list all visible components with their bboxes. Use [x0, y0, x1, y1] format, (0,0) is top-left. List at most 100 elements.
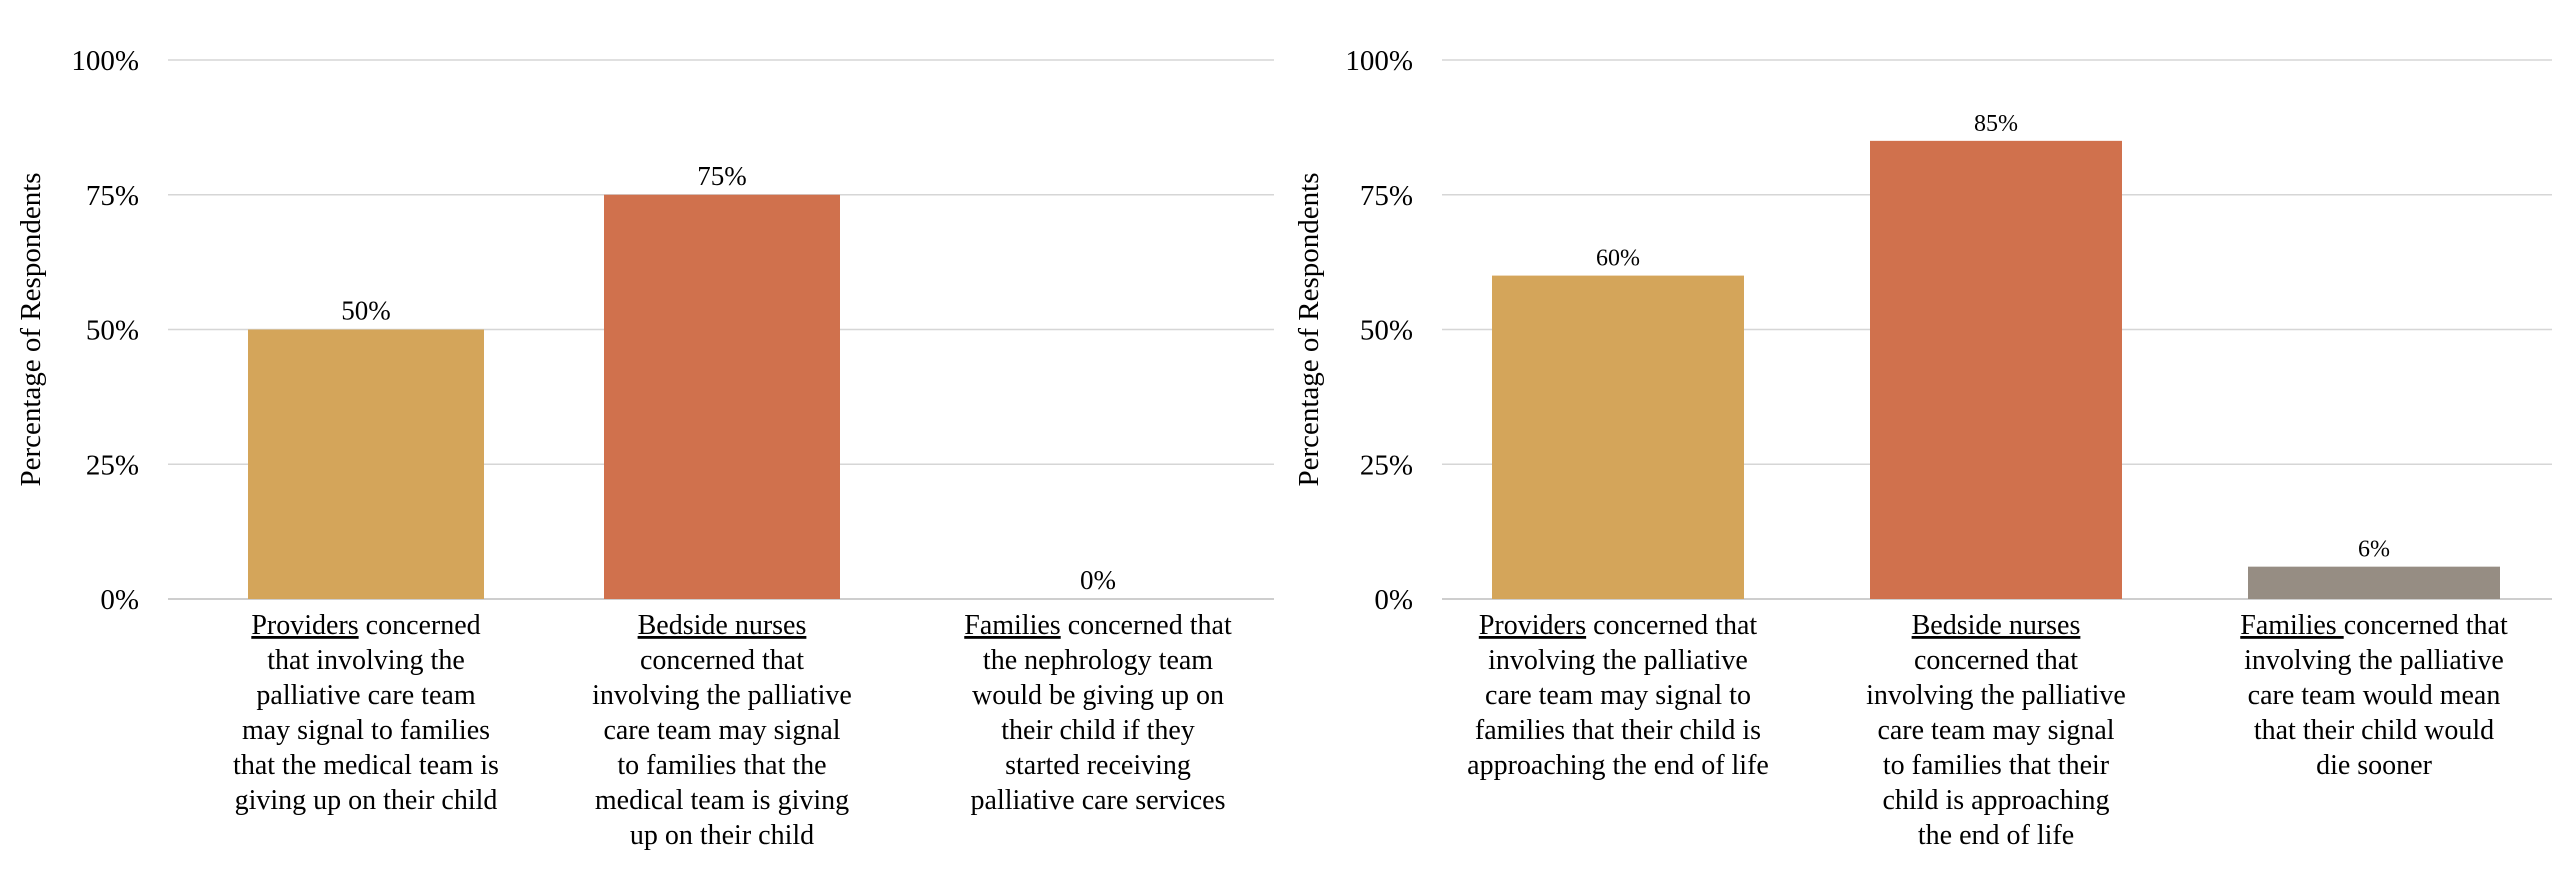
category-label-line: the end of life: [1918, 820, 2074, 851]
data-label: 0%: [1080, 565, 1116, 595]
category-text: care team may signal to: [1485, 680, 1751, 711]
category-label: Providers concerned that involving the pa…: [1467, 610, 1769, 781]
category-text: that the medical team is: [233, 750, 499, 781]
data-label: 75%: [697, 161, 747, 191]
category-text: concerned that: [1586, 610, 1757, 641]
category-label: Families concerned that involving the pal…: [2240, 610, 2508, 781]
category-label-line: approaching the end of life: [1467, 750, 1769, 781]
category-label-line: care team would mean: [2248, 680, 2501, 711]
category-text: concerned that: [1914, 645, 2078, 676]
category-lead-text: Families: [964, 610, 1060, 641]
category-label-line: medical team is giving: [595, 785, 849, 816]
category-text: started receiving: [1005, 750, 1191, 781]
category-label: Bedside nurses concerned that involving th…: [592, 610, 852, 851]
y-tick-label: 50%: [1360, 315, 1413, 347]
y-tick-label: 100%: [1345, 45, 1413, 77]
category-lead-text: Families: [2240, 610, 2343, 641]
category-text: their child if they: [1001, 715, 1195, 746]
category-text: involving the palliative: [1488, 645, 1748, 676]
category-label-line: involving the palliative: [1866, 680, 2126, 711]
category-text: concerned that: [2344, 610, 2508, 641]
y-tick-label: 25%: [86, 449, 139, 481]
chart-panel-left: 0% 25% 50% 75% 100% Percentage of Respondents…: [15, 45, 1274, 851]
category-label-line: Families concerned that: [2240, 610, 2508, 641]
category-label-line: Families concerned that: [964, 610, 1232, 641]
category-text: the nephrology team: [983, 645, 1213, 676]
category-label-line: child is approaching: [1882, 785, 2109, 816]
category-label: Providers concerned that involving the pal…: [233, 610, 499, 816]
category-text: concerned that: [1061, 610, 1232, 641]
category-text: that their child would: [2254, 715, 2494, 746]
category-text: concerned that: [640, 645, 804, 676]
bar: [2248, 566, 2500, 599]
category-text: concerned: [359, 610, 481, 641]
category-label-line: concerned that: [1914, 645, 2078, 676]
bar: [1870, 140, 2122, 599]
category-label-line: care team may signal: [603, 715, 840, 746]
category-text: involving the palliative: [592, 680, 852, 711]
category-label-line: that their child would: [2254, 715, 2494, 746]
y-tick-label: 100%: [71, 45, 139, 77]
category-label-line: involving the palliative: [1488, 645, 1748, 676]
category-label-line: Providers concerned that: [1479, 610, 1758, 641]
category-label-line: involving the palliative: [2244, 645, 2504, 676]
category-lead-text: Bedside nurses: [1912, 610, 2081, 641]
category-label-line: would be giving up on: [972, 680, 1224, 711]
category-label-line: palliative care team: [256, 680, 475, 711]
data-label: 85%: [1974, 111, 2018, 137]
category-label-line: palliative care services: [971, 785, 1226, 816]
category-text: care team may signal: [603, 715, 840, 746]
y-tick-label: 50%: [86, 315, 139, 347]
category-text: to families that the: [617, 750, 826, 781]
y-tick-label: 75%: [86, 180, 139, 212]
category-label-line: involving the palliative: [592, 680, 852, 711]
y-tick-label: 25%: [1360, 449, 1413, 481]
category-text: medical team is giving: [595, 785, 849, 816]
category-text: child is approaching: [1882, 785, 2109, 816]
y-tick-label: 0%: [1374, 584, 1413, 616]
category-label-line: care team may signal: [1877, 715, 2114, 746]
category-text: palliative care services: [971, 785, 1226, 816]
category-text: care team may signal: [1877, 715, 2114, 746]
category-text: that involving the: [267, 645, 465, 676]
category-label-line: die sooner: [2316, 750, 2433, 781]
data-label: 6%: [2358, 537, 2390, 563]
category-label-line: Providers concerned: [251, 610, 480, 641]
y-axis-label: Percentage of Respondents: [15, 172, 47, 486]
y-tick-label: 0%: [100, 584, 139, 616]
category-label-line: to families that their: [1883, 750, 2110, 781]
data-label: 50%: [341, 296, 391, 326]
category-label-line: families that their child is: [1475, 715, 1761, 746]
category-text: up on their child: [630, 820, 814, 851]
category-label-line: their child if they: [1001, 715, 1195, 746]
category-text: giving up on their child: [235, 785, 498, 816]
bar: [604, 194, 840, 599]
category-lead-text: Bedside nurses: [638, 610, 807, 641]
category-lead-text: Providers: [251, 610, 358, 641]
category-text: may signal to families: [242, 715, 490, 746]
chart-panel-right: 0% 25% 50% 75% 100% Percentage of Respondents…: [1293, 45, 2552, 851]
category-text: approaching the end of life: [1467, 750, 1769, 781]
category-label-line: care team may signal to: [1485, 680, 1751, 711]
category-text: would be giving up on: [972, 680, 1224, 711]
category-label-line: that the medical team is: [233, 750, 499, 781]
category-text: palliative care team: [256, 680, 475, 711]
category-label-line: to families that the: [617, 750, 826, 781]
category-text: involving the palliative: [1866, 680, 2126, 711]
category-lead-text: Providers: [1479, 610, 1586, 641]
category-text: to families that their: [1883, 750, 2110, 781]
category-label: Families concerned that the nephrology te…: [964, 610, 1232, 816]
data-label: 60%: [1596, 246, 1640, 272]
category-label-line: that involving the: [267, 645, 465, 676]
category-label-line: giving up on their child: [235, 785, 498, 816]
category-text: the end of life: [1918, 820, 2074, 851]
category-label-line: the nephrology team: [983, 645, 1213, 676]
category-text: involving the palliative: [2244, 645, 2504, 676]
bar: [1492, 275, 1744, 599]
y-tick-label: 75%: [1360, 180, 1413, 212]
category-label-line: concerned that: [640, 645, 804, 676]
category-label-line: up on their child: [630, 820, 814, 851]
category-label-line: started receiving: [1005, 750, 1191, 781]
category-text: families that their child is: [1475, 715, 1761, 746]
